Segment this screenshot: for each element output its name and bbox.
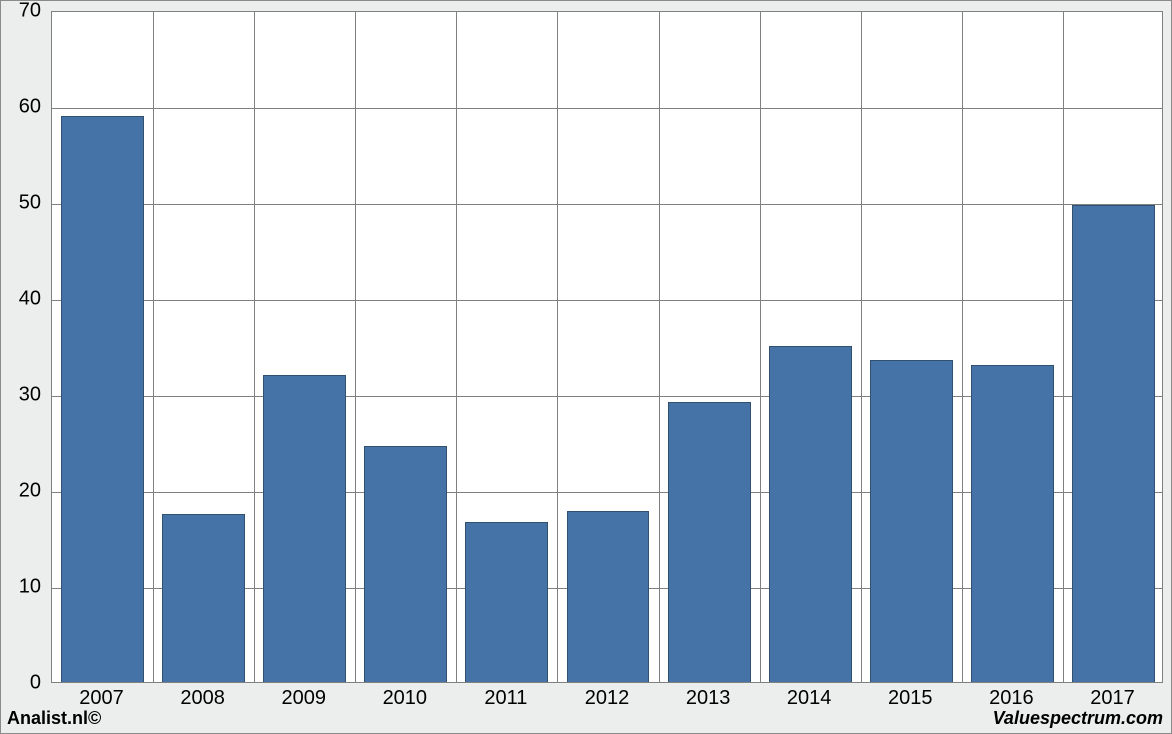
gridline <box>52 204 1162 205</box>
y-tick-label: 10 <box>1 576 41 599</box>
y-tick-label: 0 <box>1 672 41 695</box>
x-tick-label: 2010 <box>383 687 428 710</box>
x-tick-label: 2017 <box>1090 687 1135 710</box>
x-tick-label: 2012 <box>585 687 630 710</box>
gridline <box>52 108 1162 109</box>
gridline-vertical <box>355 12 356 682</box>
y-tick-label: 20 <box>1 480 41 503</box>
x-tick-label: 2007 <box>79 687 124 710</box>
bar <box>769 346 852 682</box>
gridline-vertical <box>1063 12 1064 682</box>
y-tick-label: 50 <box>1 192 41 215</box>
bar <box>364 446 447 682</box>
x-tick-label: 2016 <box>989 687 1034 710</box>
gridline-vertical <box>254 12 255 682</box>
y-tick-label: 30 <box>1 384 41 407</box>
bar <box>263 375 346 682</box>
x-tick-label: 2008 <box>180 687 225 710</box>
bar <box>971 365 1054 682</box>
bar <box>870 360 953 682</box>
y-tick-label: 40 <box>1 288 41 311</box>
bar <box>1072 205 1155 682</box>
bar <box>61 116 144 682</box>
x-tick-label: 2011 <box>484 687 527 710</box>
chart-container: 0 10 20 30 40 50 60 70 2007 2008 2009 2010 2011 2012… <box>0 0 1172 734</box>
y-tick-label: 70 <box>1 0 41 23</box>
gridline <box>52 300 1162 301</box>
bar <box>162 514 245 682</box>
gridline-vertical <box>962 12 963 682</box>
x-tick-label: 2009 <box>281 687 326 710</box>
attribution-right: Valuespectrum.com <box>993 708 1163 729</box>
plot-area <box>51 11 1163 683</box>
gridline-vertical <box>557 12 558 682</box>
y-tick-label: 60 <box>1 96 41 119</box>
bar <box>668 402 751 682</box>
x-tick-label: 2014 <box>787 687 832 710</box>
bar <box>465 522 548 682</box>
x-tick-label: 2013 <box>686 687 731 710</box>
x-tick-label: 2015 <box>888 687 933 710</box>
bar <box>567 511 650 682</box>
gridline-vertical <box>861 12 862 682</box>
gridline-vertical <box>456 12 457 682</box>
gridline-vertical <box>760 12 761 682</box>
gridline-vertical <box>659 12 660 682</box>
attribution-left: Analist.nl© <box>7 708 101 729</box>
gridline-vertical <box>153 12 154 682</box>
